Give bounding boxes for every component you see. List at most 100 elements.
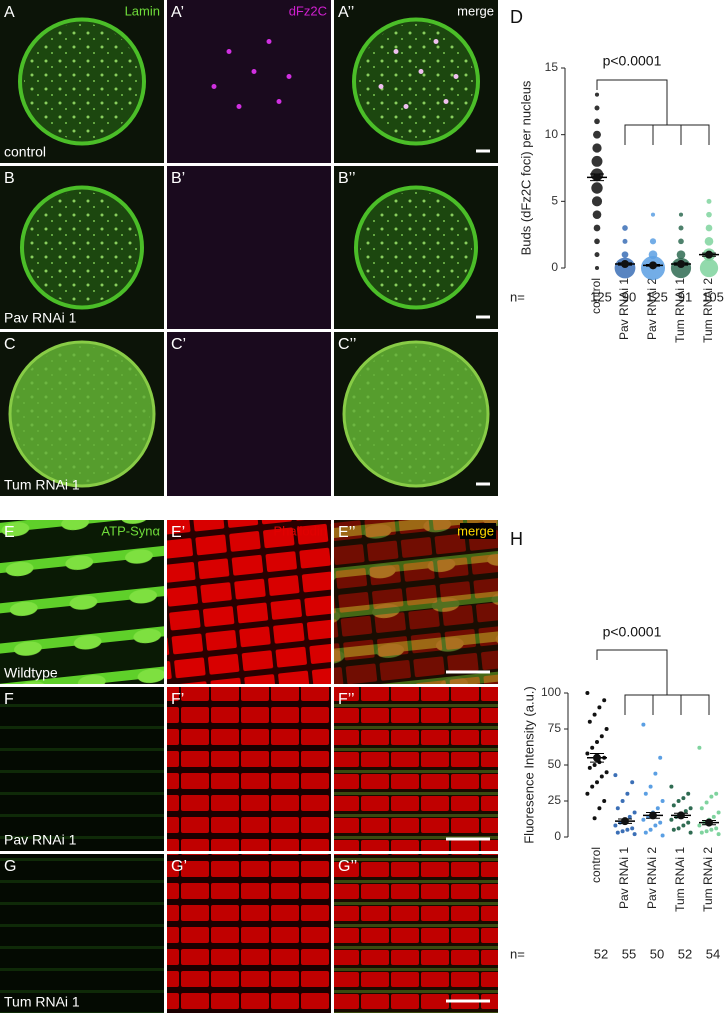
nucleus-texture [348,346,484,482]
image-panel: E ATP-Synα Wildtype [0,520,164,684]
mean-dot [705,818,713,827]
y-tick-label: 0 [551,260,558,274]
panel-letter: G’’ [338,858,357,875]
focus [378,84,384,89]
image-background [334,854,498,1013]
focus [266,39,272,44]
n-label: n= [510,289,525,304]
y-tick-label: 15 [545,60,559,74]
dot [648,827,653,832]
p-value: p<0.0001 [603,624,662,640]
x-tick-label: Pav RNAi 1 [617,847,631,909]
dot [593,130,601,139]
dot [595,739,599,744]
dot [653,771,658,776]
image-background [167,520,331,684]
n-value: 52 [678,946,692,961]
panel-letter: B’ [171,170,185,187]
dot [660,799,665,803]
dot [585,791,590,796]
dot [671,827,676,832]
image-panel: F’’ [334,687,498,851]
dot [602,698,607,703]
n-label: n= [510,946,525,961]
dot [706,211,712,218]
panel-letter: E’’ [338,524,356,541]
nucleus-texture [26,191,138,304]
condition-label: control [4,144,46,160]
dot [716,810,721,815]
dot [706,198,712,204]
dot [632,832,637,837]
x-tick-label: control [589,847,603,883]
focus [211,84,217,89]
x-tick-label: Tum RNAi 1 [673,847,687,912]
dot [622,225,628,231]
focus [236,104,242,109]
dot [615,830,620,835]
dot [627,814,632,819]
dot [683,809,688,814]
dot [709,794,714,799]
p-value: p<0.0001 [603,53,662,69]
dot [630,826,635,831]
x-tick-label: Tum RNAi 2 [701,847,715,912]
dot [643,791,648,796]
dot [632,810,637,815]
panel-letter: C’ [171,336,186,353]
dot [591,182,603,194]
dot [594,105,600,111]
panel-letter: A’’ [338,4,354,21]
dot [621,251,629,259]
image-background [0,687,164,851]
n-value: 90 [622,289,636,304]
image-background [0,520,164,684]
image-panel: E’’ merge [334,520,498,684]
dot [604,727,609,731]
dot [592,712,597,717]
y-axis-label: Fluoresence Intensity (a.u.) [521,686,536,844]
image-background [0,854,164,1013]
significance-bracket [596,79,710,145]
dot [669,817,674,822]
dot [688,830,693,835]
channel-label: dFz2C [289,3,327,18]
dot [630,780,635,785]
image-panel: G Tum RNAi 1 [0,854,164,1013]
dot [697,745,702,750]
dot [676,250,686,259]
image-panel: B Pav RNAi 1 [0,166,164,329]
y-tick-label: 75 [548,721,562,735]
dot [620,799,625,803]
y-tick-label: 0 [554,829,561,843]
condition-label: Tum RNAi 1 [4,994,80,1010]
dot [613,823,618,828]
dot [592,143,602,153]
dot [643,830,648,835]
dot [641,817,646,822]
focus [276,99,282,104]
n-value: 105 [702,289,724,304]
x-tick-label: control [589,278,603,314]
dot [594,265,600,271]
focus [403,104,409,109]
n-value: 52 [594,946,608,961]
dot [699,806,704,811]
dot [594,238,600,245]
dot [681,823,686,828]
panel-letter: B’’ [338,170,356,187]
dot [625,791,630,796]
dot [625,827,630,832]
y-tick-label: 25 [548,793,562,807]
dot [649,238,657,245]
x-tick-label: Pav RNAi 2 [645,278,659,340]
dot [688,806,693,811]
focus [286,74,292,79]
dot [641,722,646,727]
panel-letter: B [4,170,15,187]
image-overlay [334,520,498,684]
dot [714,791,719,796]
condition-label: Wildtype [4,665,58,681]
n-value: 50 [650,946,664,961]
